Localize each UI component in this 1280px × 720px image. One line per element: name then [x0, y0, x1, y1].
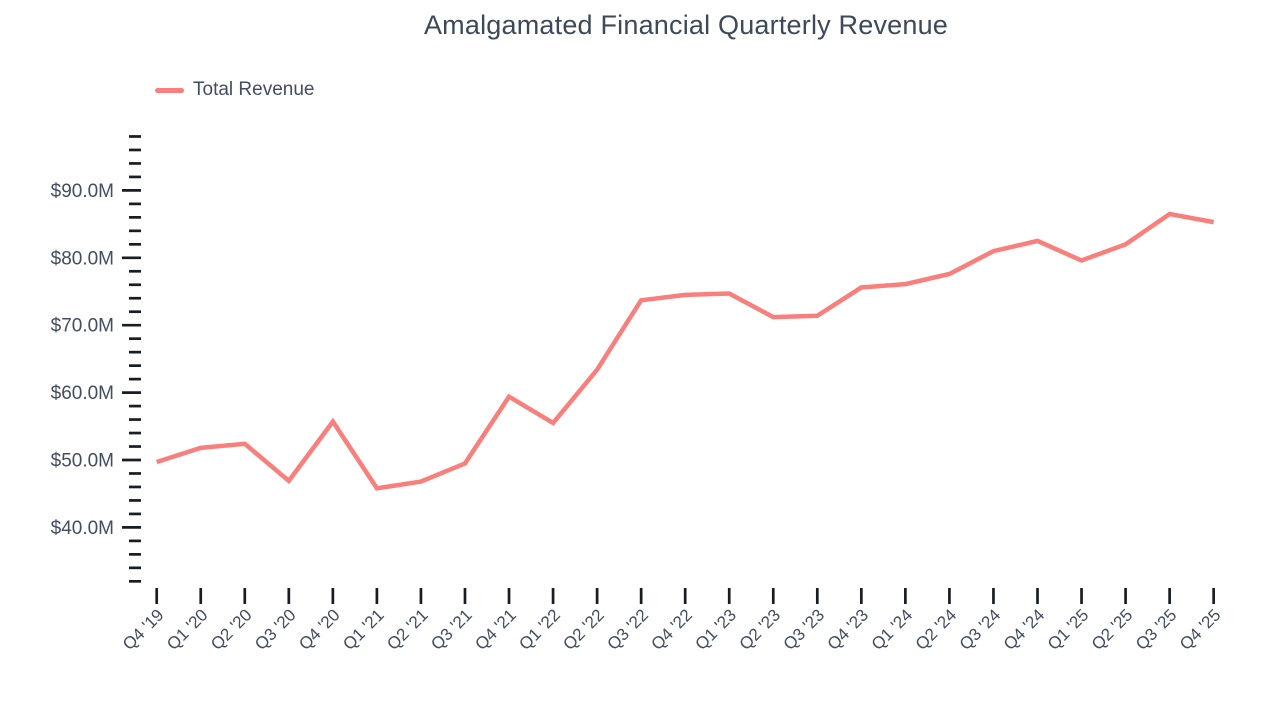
y-axis-label: $80.0M — [51, 248, 114, 269]
x-axis-label: Q2 '24 — [912, 605, 960, 653]
x-axis-label: Q2 '23 — [736, 605, 784, 653]
x-axis-label: Q3 '23 — [780, 605, 828, 653]
y-axis-label: $40.0M — [51, 518, 114, 539]
y-axis-label: $90.0M — [51, 181, 114, 202]
x-axis-label: Q3 '22 — [603, 605, 651, 653]
x-axis-label: Q4 '25 — [1176, 605, 1224, 653]
x-axis-label: Q3 '24 — [956, 605, 1004, 653]
x-axis-label: Q4 '19 — [119, 605, 167, 653]
y-axis-label: $60.0M — [51, 383, 114, 404]
legend-series-label: Total Revenue — [193, 79, 315, 100]
chart-title: Amalgamated Financial Quarterly Revenue — [423, 10, 949, 40]
x-axis-label: Q1 '23 — [692, 605, 740, 653]
x-axis-label: Q2 '22 — [559, 605, 607, 653]
x-axis-label: Q4 '21 — [471, 605, 519, 653]
total-revenue-line — [156, 211, 1215, 491]
x-axis-label: Q4 '20 — [295, 605, 343, 653]
y-axis-label: $50.0M — [51, 451, 114, 472]
x-axis-label: Q1 '20 — [163, 605, 211, 653]
x-axis-label: Q1 '21 — [339, 605, 387, 653]
x-axis-label: Q1 '22 — [515, 605, 563, 653]
x-axis-label: Q1 '24 — [868, 605, 916, 653]
x-axis-label: Q3 '21 — [427, 605, 475, 653]
x-axis-label: Q2 '20 — [207, 605, 255, 653]
x-axis-label: Q4 '24 — [1000, 605, 1048, 653]
x-axis-label: Q2 '25 — [1088, 605, 1136, 653]
x-axis-label: Q3 '25 — [1132, 605, 1180, 653]
legend-line-swatch — [155, 87, 184, 93]
y-axis-label: $70.0M — [51, 316, 114, 337]
x-axis-label: Q1 '25 — [1044, 605, 1092, 653]
x-axis-label: Q2 '21 — [383, 605, 431, 653]
legend: Total Revenue — [155, 79, 314, 101]
x-axis-label: Q3 '20 — [251, 605, 299, 653]
x-axis-label: Q4 '22 — [648, 605, 696, 653]
x-axis-label: Q4 '23 — [824, 605, 872, 653]
